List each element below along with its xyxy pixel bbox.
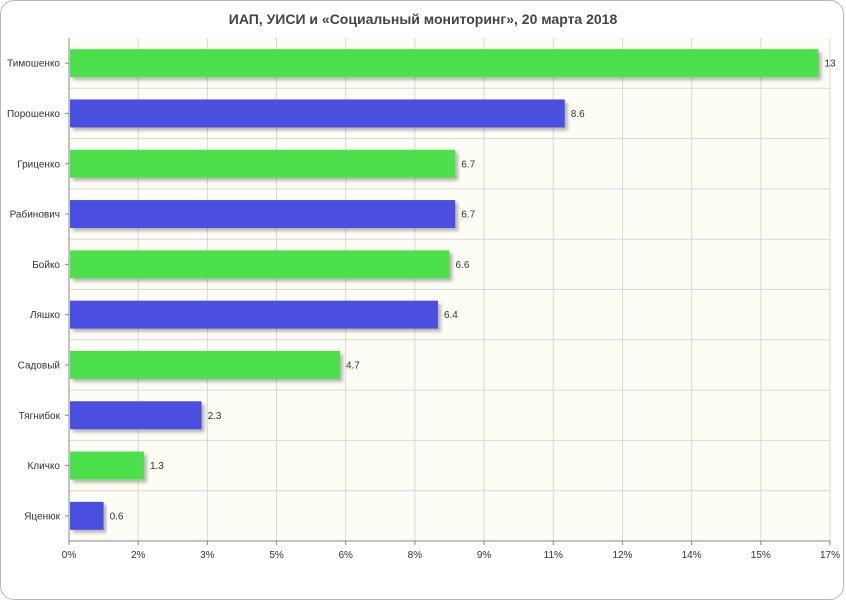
category-label: Рабинович	[10, 209, 60, 221]
bar	[70, 200, 456, 229]
bar	[70, 99, 565, 128]
value-label: 6.4	[444, 310, 458, 321]
x-tick-label: 9%	[477, 550, 492, 561]
value-label: 6.7	[461, 210, 475, 221]
bar	[70, 49, 819, 78]
bar	[70, 401, 202, 430]
bar	[70, 149, 456, 178]
chart-title: ИАП, УИСИ и «Социальный мониторинг», 20 …	[228, 11, 618, 27]
category-label: Гриценко	[17, 159, 60, 170]
x-tick-label: 6%	[339, 550, 354, 561]
category-label: Тягнибок	[19, 410, 61, 422]
value-label: 13	[824, 59, 836, 70]
category-label: Садовый	[18, 360, 60, 371]
bar	[70, 501, 104, 530]
category-label: Кличко	[27, 461, 60, 472]
x-tick-label: 5%	[269, 550, 284, 561]
x-tick-label: 11%	[544, 550, 563, 561]
value-label: 0.6	[110, 511, 124, 522]
category-label: Порошенко	[7, 109, 60, 120]
category-label: Яценюк	[24, 511, 60, 522]
x-tick-label: 14%	[682, 550, 702, 561]
category-label: Бойко	[32, 260, 60, 271]
x-tick-label: 2%	[131, 550, 146, 561]
category-label: Тимошенко	[7, 59, 60, 70]
value-label: 8.6	[571, 109, 585, 120]
category-label: Ляшко	[30, 310, 60, 321]
bar	[70, 250, 450, 279]
value-label: 2.3	[208, 411, 222, 422]
bar-chart: 0% 2% 3% 5% 6% 8% 9% 11% 12% 14% 15% 17% Тимошенко 13…	[7, 38, 840, 561]
x-tick-label: 12%	[612, 550, 632, 561]
x-tick-label: 0%	[62, 550, 77, 561]
bar	[70, 350, 340, 379]
value-label: 6.7	[461, 159, 475, 170]
bar	[70, 300, 438, 329]
x-tick-label: 17%	[820, 550, 840, 561]
value-label: 6.6	[456, 260, 470, 271]
bar	[70, 451, 144, 480]
value-label: 1.3	[150, 461, 164, 472]
x-tick-label: 8%	[408, 550, 423, 561]
x-tick-label: 3%	[200, 550, 215, 561]
value-label: 4.7	[346, 360, 360, 371]
x-tick-label: 15%	[751, 550, 771, 561]
